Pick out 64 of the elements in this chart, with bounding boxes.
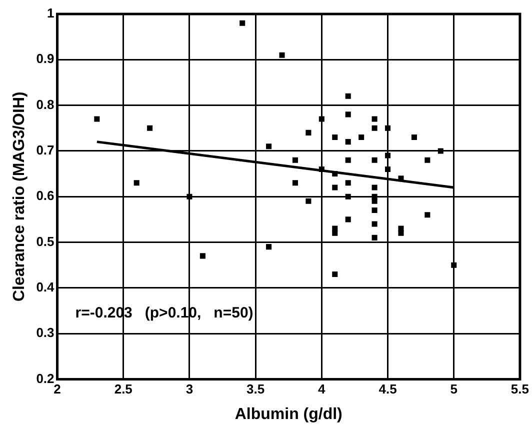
point: [292, 157, 298, 163]
point: [372, 116, 378, 122]
point: [424, 157, 430, 163]
x-tick-label: 4: [318, 382, 326, 397]
point: [306, 130, 312, 136]
point: [385, 166, 391, 172]
point: [372, 125, 378, 131]
y-tick-label: 0.5: [36, 234, 54, 249]
y-axis-title: Clearance ratio (MAG3/OIH): [11, 92, 28, 302]
point: [372, 208, 378, 214]
y-tick-label: 1: [47, 6, 54, 21]
x-axis-title: Albumin (g/dl): [234, 406, 342, 423]
point: [147, 125, 153, 131]
point: [292, 180, 298, 186]
point: [451, 262, 457, 268]
point: [332, 171, 338, 177]
point: [94, 116, 100, 122]
point: [266, 244, 272, 250]
point: [266, 144, 272, 150]
point: [424, 212, 430, 218]
point: [385, 152, 391, 158]
point: [345, 216, 351, 222]
point: [372, 157, 378, 163]
point: [318, 116, 324, 122]
y-tick-label: 0.9: [36, 51, 54, 66]
point: [332, 230, 338, 236]
point: [318, 166, 324, 172]
point: [332, 271, 338, 277]
point: [306, 198, 312, 204]
point: [240, 20, 246, 26]
point: [358, 134, 364, 140]
x-tick-label: 2: [54, 382, 61, 397]
x-tick-label: 3: [186, 382, 194, 397]
point: [438, 148, 444, 154]
point: [398, 230, 404, 236]
point: [345, 112, 351, 118]
x-tick-label: 2.5: [114, 382, 132, 397]
point: [385, 125, 391, 131]
y-tick-label: 0.2: [36, 370, 54, 386]
x-tick-label: 4.5: [378, 382, 397, 397]
y-tick-label: 0.3: [36, 325, 54, 340]
y-tick-label: 0.8: [36, 96, 54, 112]
point: [411, 134, 417, 140]
y-tick-label: 0.4: [36, 279, 56, 294]
point: [332, 134, 338, 140]
y-tick-label: 0.6: [36, 188, 54, 204]
point: [345, 180, 351, 186]
point: [332, 184, 338, 190]
point: [345, 194, 351, 200]
point: [345, 139, 351, 145]
point: [345, 93, 351, 99]
y-tick-label: 0.7: [36, 142, 54, 158]
point: [372, 234, 378, 240]
point: [134, 180, 140, 186]
x-tick-label: 5.5: [510, 382, 530, 397]
point: [200, 253, 206, 259]
point: [345, 157, 351, 163]
point: [186, 194, 192, 200]
point: [372, 184, 378, 190]
x-tick-label: 5: [450, 382, 458, 397]
x-tick-label: 3.5: [246, 382, 265, 397]
point: [372, 221, 378, 227]
point: [372, 198, 378, 204]
point: [279, 52, 285, 58]
